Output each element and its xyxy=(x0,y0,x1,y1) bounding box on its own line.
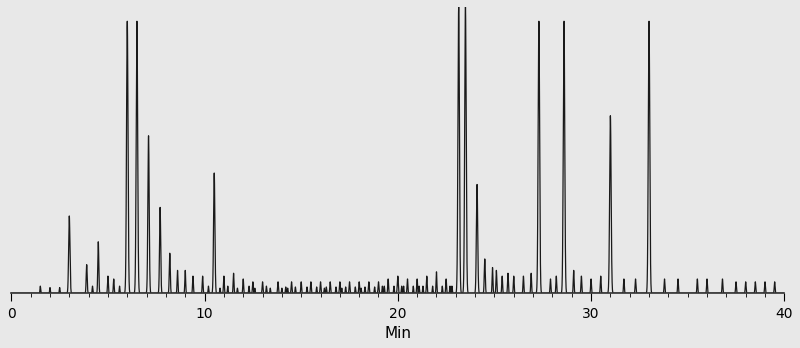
X-axis label: Min: Min xyxy=(384,326,411,341)
